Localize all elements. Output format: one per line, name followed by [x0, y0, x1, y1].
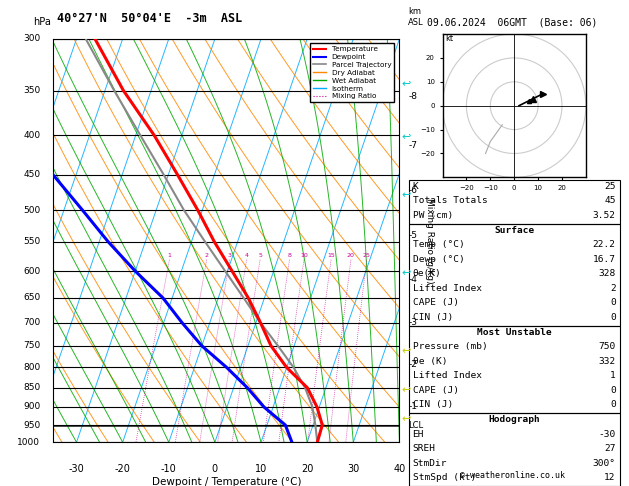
Text: 650: 650: [23, 294, 40, 302]
Text: 500: 500: [23, 206, 40, 214]
Text: -8: -8: [408, 92, 417, 101]
Text: 8: 8: [287, 253, 291, 258]
Text: 332: 332: [599, 357, 616, 366]
Text: -30: -30: [599, 430, 616, 439]
Text: $\hookleftarrow$: $\hookleftarrow$: [399, 345, 412, 355]
Text: -3: -3: [408, 318, 417, 327]
Text: LCL: LCL: [408, 421, 423, 430]
Text: 40°27'N  50°04'E  -3m  ASL: 40°27'N 50°04'E -3m ASL: [57, 12, 242, 25]
Text: 800: 800: [23, 363, 40, 372]
Text: Totals Totals: Totals Totals: [413, 196, 487, 206]
Text: 550: 550: [23, 238, 40, 246]
Text: 850: 850: [23, 383, 40, 392]
Text: StmSpd (kt): StmSpd (kt): [413, 473, 476, 483]
Text: 700: 700: [23, 318, 40, 327]
Text: Most Unstable: Most Unstable: [477, 328, 552, 337]
Text: -1: -1: [408, 402, 417, 412]
Text: 0: 0: [610, 386, 616, 395]
Text: CIN (J): CIN (J): [413, 400, 453, 410]
Text: Mixing Ratio (g/kg): Mixing Ratio (g/kg): [425, 198, 435, 283]
Text: Surface: Surface: [494, 226, 534, 235]
Text: K: K: [413, 182, 418, 191]
Text: CIN (J): CIN (J): [413, 313, 453, 322]
Text: © weatheronline.co.uk: © weatheronline.co.uk: [460, 471, 565, 480]
Text: -6: -6: [408, 186, 417, 195]
Text: 12: 12: [604, 473, 616, 483]
Text: 22.2: 22.2: [593, 240, 616, 249]
Text: 750: 750: [599, 342, 616, 351]
Text: $\hookleftarrow$: $\hookleftarrow$: [399, 384, 412, 394]
Text: Dewpoint / Temperature (°C): Dewpoint / Temperature (°C): [152, 477, 301, 486]
Text: 25: 25: [604, 182, 616, 191]
Text: 15: 15: [327, 253, 335, 258]
Text: -30: -30: [69, 465, 84, 474]
Text: EH: EH: [413, 430, 424, 439]
Text: CAPE (J): CAPE (J): [413, 386, 459, 395]
Text: Lifted Index: Lifted Index: [413, 284, 482, 293]
Text: hPa: hPa: [33, 17, 50, 27]
Text: $\hookleftarrow$: $\hookleftarrow$: [399, 190, 412, 199]
Text: -10: -10: [161, 465, 177, 474]
Text: $\hookleftarrow$: $\hookleftarrow$: [399, 413, 412, 423]
Text: θe (K): θe (K): [413, 357, 447, 366]
Text: 0: 0: [610, 298, 616, 308]
Text: 300°: 300°: [593, 459, 616, 468]
Text: -7: -7: [408, 140, 417, 150]
Text: 10: 10: [300, 253, 308, 258]
Text: km
ASL: km ASL: [408, 7, 424, 27]
Text: 2: 2: [610, 284, 616, 293]
Text: 900: 900: [23, 402, 40, 412]
Text: $\hookleftarrow$: $\hookleftarrow$: [399, 131, 412, 141]
Text: 0: 0: [610, 400, 616, 410]
Text: θe(K): θe(K): [413, 269, 442, 278]
Text: 750: 750: [23, 341, 40, 350]
Text: 400: 400: [23, 131, 40, 140]
Text: 0: 0: [610, 313, 616, 322]
Text: -20: -20: [114, 465, 131, 474]
Text: 450: 450: [23, 170, 40, 179]
Text: 350: 350: [23, 86, 40, 95]
Text: Dewp (°C): Dewp (°C): [413, 255, 464, 264]
Text: 40: 40: [393, 465, 406, 474]
Text: 30: 30: [347, 465, 359, 474]
Legend: Temperature, Dewpoint, Parcel Trajectory, Dry Adiabat, Wet Adiabat, Isotherm, Mi: Temperature, Dewpoint, Parcel Trajectory…: [310, 43, 394, 102]
Text: 45: 45: [604, 196, 616, 206]
Text: 20: 20: [301, 465, 313, 474]
Text: StmDir: StmDir: [413, 459, 447, 468]
Text: CAPE (J): CAPE (J): [413, 298, 459, 308]
Text: 25: 25: [363, 253, 370, 258]
Text: 20: 20: [347, 253, 355, 258]
Text: 09.06.2024  06GMT  (Base: 06): 09.06.2024 06GMT (Base: 06): [428, 17, 598, 27]
Text: kt: kt: [445, 34, 453, 43]
Text: SREH: SREH: [413, 444, 436, 453]
Text: 27: 27: [604, 444, 616, 453]
Text: 10: 10: [255, 465, 267, 474]
Text: 3: 3: [228, 253, 231, 258]
Text: -2: -2: [408, 361, 417, 369]
Text: 1000: 1000: [18, 438, 40, 447]
Text: 950: 950: [23, 420, 40, 430]
Text: -5: -5: [408, 231, 417, 240]
Text: 3.52: 3.52: [593, 211, 616, 220]
Text: 5: 5: [258, 253, 262, 258]
Text: 300: 300: [23, 35, 40, 43]
Text: $\hookleftarrow$: $\hookleftarrow$: [399, 78, 412, 87]
Text: PW (cm): PW (cm): [413, 211, 453, 220]
Text: Hodograph: Hodograph: [488, 415, 540, 424]
Text: 16.7: 16.7: [593, 255, 616, 264]
Text: 600: 600: [23, 267, 40, 276]
Text: 1: 1: [167, 253, 171, 258]
Text: -4: -4: [408, 276, 417, 284]
Text: Pressure (mb): Pressure (mb): [413, 342, 487, 351]
Text: Temp (°C): Temp (°C): [413, 240, 464, 249]
Text: 1: 1: [610, 371, 616, 381]
Text: 0: 0: [212, 465, 218, 474]
Text: 2: 2: [204, 253, 209, 258]
Text: 328: 328: [599, 269, 616, 278]
Text: Lifted Index: Lifted Index: [413, 371, 482, 381]
Text: 4: 4: [245, 253, 248, 258]
Text: $\hookleftarrow$: $\hookleftarrow$: [399, 267, 412, 277]
